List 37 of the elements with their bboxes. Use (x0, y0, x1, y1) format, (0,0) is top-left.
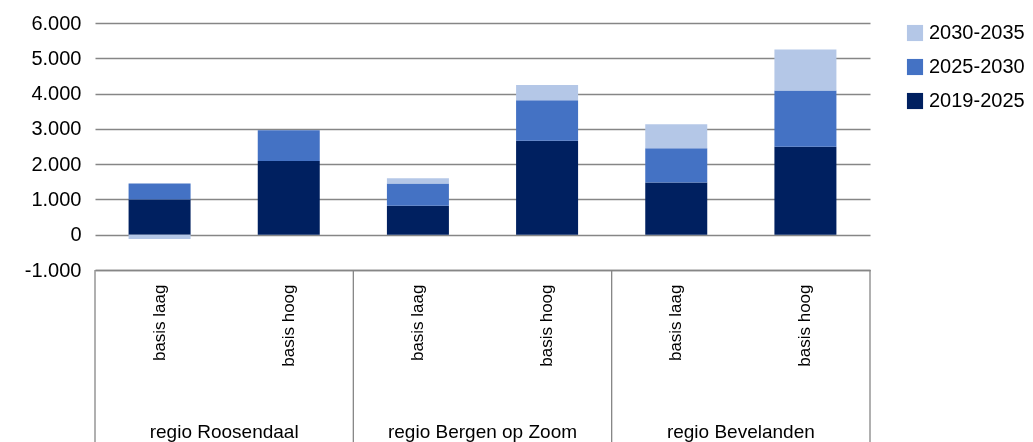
text: regio Bergen op Zoom (387, 421, 578, 442)
bar (516, 140, 579, 235)
bar (645, 124, 708, 149)
text: regio Roosendaal (149, 421, 299, 442)
y-tick-label: -1.000 (24, 258, 82, 281)
bar (774, 90, 837, 147)
bar (128, 199, 191, 235)
x-tick-label: basis hoog (278, 284, 298, 367)
y-tick-label: 5.000 (31, 46, 82, 69)
bar (386, 178, 449, 184)
legend-label: 2025-2030 (929, 55, 1025, 77)
x-tick-label: basis laag (149, 284, 169, 362)
bar (645, 148, 708, 183)
legend-label: 2030-2035 (929, 21, 1025, 43)
bar (257, 130, 320, 161)
bar (128, 183, 191, 200)
bar (516, 85, 579, 101)
bar (257, 160, 320, 235)
y-tick-label: 1.000 (31, 187, 82, 210)
y-tick-label: 3.000 (31, 117, 82, 140)
y-tick-label: 2.000 (31, 152, 82, 175)
text: regio Bevelanden (666, 421, 815, 442)
bar (645, 182, 708, 235)
x-tick-label: basis hoog (795, 284, 815, 367)
y-tick-label: 0 (70, 223, 82, 246)
bar (386, 205, 449, 235)
bar (128, 234, 191, 239)
y-tick-label: 4.000 (31, 82, 82, 105)
bar (774, 49, 837, 91)
bar (386, 183, 449, 206)
y-tick-label: 6.000 (31, 11, 82, 34)
x-tick-label: basis laag (666, 284, 686, 362)
x-tick-label: basis laag (407, 284, 427, 362)
x-tick-label: basis hoog (537, 284, 557, 367)
bar (774, 146, 837, 235)
legend-label: 2019-2025 (929, 89, 1025, 111)
bar (516, 100, 579, 141)
